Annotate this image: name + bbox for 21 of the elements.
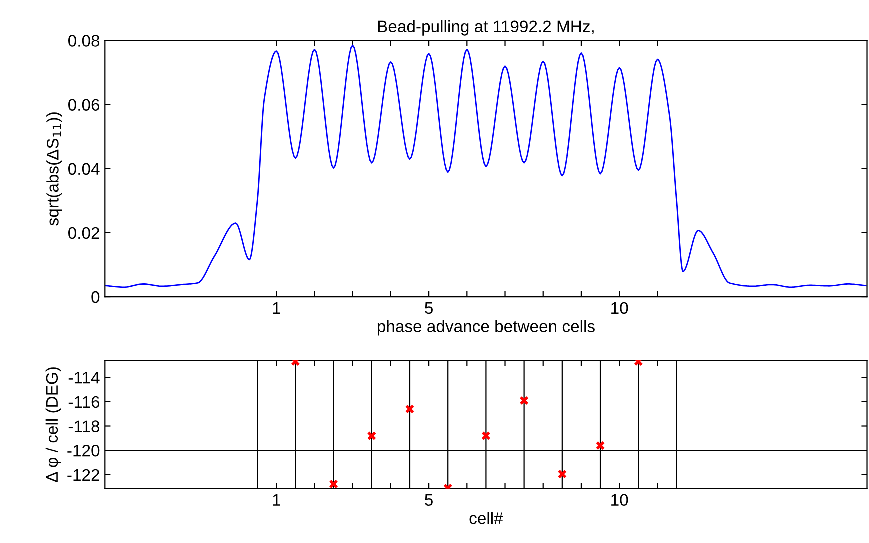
- x-tick-label: 10: [612, 302, 628, 314]
- y-tick-label: -118: [68, 420, 100, 432]
- x-tick-label: 5: [425, 302, 433, 314]
- y-tick-label: -120: [68, 444, 100, 457]
- chart-title: Bead-pulling at 11992.2 MHz,: [378, 20, 594, 36]
- y-axis-title: Δ φ / cell (DEG): [46, 368, 62, 482]
- y-tick-label: 0.06: [68, 99, 100, 111]
- y-tick-label: 0: [92, 291, 100, 304]
- y-tick-label: 0.04: [68, 163, 100, 176]
- x-tick-label: 5: [425, 494, 433, 506]
- y-tick-label: 0.08: [68, 35, 100, 47]
- x-axis-title: phase advance between cells: [378, 320, 595, 336]
- x-axis-title: cell#: [470, 512, 504, 524]
- y-axis-title: sqrt(abs(ΔS$_{11}$)): [46, 112, 62, 226]
- y-tick-label: 0.02: [68, 227, 100, 240]
- y-tick-label: -114: [68, 372, 100, 384]
- x-tick-label: 1: [273, 494, 280, 506]
- x-tick-label: 1: [273, 302, 280, 314]
- y-tick-label: -116: [68, 396, 100, 408]
- x-tick-label: 10: [612, 494, 628, 506]
- y-tick-label: -122: [68, 469, 100, 481]
